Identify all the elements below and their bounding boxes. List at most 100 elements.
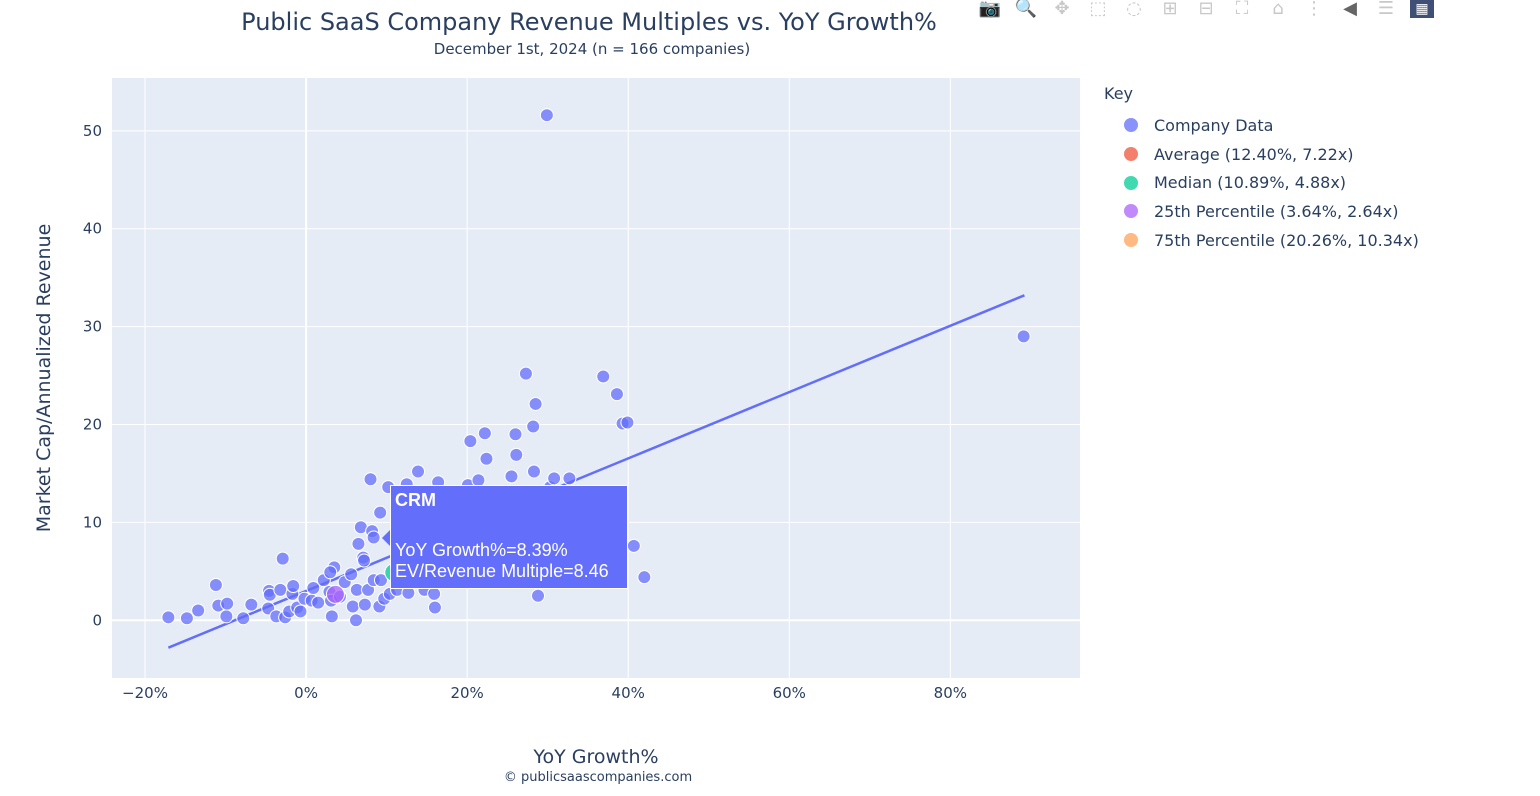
stat-point [325,584,345,604]
data-point [191,603,206,618]
spike-lines-icon[interactable]: ⋮ [1305,0,1323,19]
chart-title: Public SaaS Company Revenue Multiples vs… [241,8,937,36]
legend-label: 25th Percentile (3.64%, 2.64x) [1154,201,1399,221]
data-point [345,599,360,614]
legend-marker-icon [1124,204,1138,219]
data-point [526,419,541,434]
x-tick-label: 80% [934,684,967,702]
legend-item[interactable]: Median (10.89%, 4.88x) [1104,168,1419,197]
x-tick-label: 20% [450,684,483,702]
data-point [509,447,524,462]
legend-marker-icon [1124,118,1138,133]
data-point [518,366,533,381]
data-point [373,505,388,520]
y-tick-label: 10 [83,513,102,531]
data-point [349,613,364,628]
legend: Key Company Data Average (12.40%, 7.22x) M… [1104,84,1419,254]
data-point [637,570,652,585]
zoom-in-icon[interactable]: ⊞ [1162,0,1178,19]
data-point [273,582,288,597]
y-tick-label: 30 [83,318,102,336]
hover-tooltip: CRM YoY Growth%=8.39% EV/Revenue Multipl… [382,485,628,589]
zoom-icon[interactable]: 🔍 [1014,0,1038,19]
legend-label: Median (10.89%, 4.88x) [1154,173,1347,193]
legend-marker-icon [1124,175,1138,190]
data-point [244,597,259,612]
x-tick-label: −20% [122,684,168,702]
tooltip-growth: YoY Growth%=8.39% [395,540,568,560]
x-axis-label: YoY Growth% [533,746,659,768]
pan-icon[interactable]: ✥ [1054,0,1070,19]
data-point [344,567,359,582]
data-point [596,369,611,384]
data-point [411,464,426,479]
data-point [477,426,492,441]
x-tick-label: 40% [612,684,645,702]
data-point [526,464,541,479]
legend-marker-icon [1124,233,1138,248]
credit-text: © publicsaascompanies.com [503,770,693,785]
data-point [220,596,235,611]
y-tick-label: 20 [83,415,102,433]
data-point [286,578,301,593]
data-point [351,536,366,551]
data-point [479,451,494,466]
legend-label: Company Data [1154,115,1274,135]
data-point [366,530,381,545]
data-point [275,551,290,566]
data-point [357,597,372,612]
tooltip-multiple: EV/Revenue Multiple=8.46 [395,561,609,581]
data-point [626,538,641,553]
tooltip-ticker: CRM [395,490,436,510]
data-point [463,434,478,449]
zoom-out-icon[interactable]: ⊟ [1198,0,1214,19]
box-select-icon[interactable]: ⬚ [1089,0,1107,19]
x-tick-label: 0% [294,684,318,702]
modebar: 📷 🔍 ✥ ⬚ ◌ ⊞ ⊟ ⛶ ⌂ ⋮ ◀ ☰ ▦ [978,0,1446,20]
data-point [427,586,442,601]
data-point [427,600,442,615]
legend-item[interactable]: 75th Percentile (20.26%, 10.34x) [1104,226,1419,255]
x-tick-label: 60% [773,684,806,702]
data-point [1016,329,1031,344]
data-point [357,553,372,568]
camera-icon[interactable]: 📷 [978,0,1002,19]
y-tick-label: 40 [83,220,102,238]
chart-subtitle: December 1st, 2024 (n = 166 companies) [433,40,751,58]
data-point [508,427,523,442]
legend-label: 75th Percentile (20.26%, 10.34x) [1154,230,1419,250]
data-point [609,387,624,402]
legend-item[interactable]: Company Data [1104,111,1419,140]
y-axis-label: Market Cap/Annualized Revenue [33,223,55,533]
data-point [208,578,223,593]
hover-closest-icon[interactable]: ◀ [1343,0,1357,19]
legend-label: Average (12.40%, 7.22x) [1154,144,1354,164]
data-point [363,472,378,487]
legend-item[interactable]: Average (12.40%, 7.22x) [1104,140,1419,169]
data-point [236,611,251,626]
legend-item[interactable]: 25th Percentile (3.64%, 2.64x) [1104,197,1419,226]
hover-compare-icon[interactable]: ☰ [1377,0,1395,19]
data-point [161,610,176,625]
data-point [323,565,338,580]
data-point [311,595,326,610]
autoscale-icon[interactable]: ⛶ [1235,0,1249,19]
data-point [219,609,234,624]
legend-title: Key [1104,84,1134,103]
data-point [179,611,194,626]
y-tick-label: 0 [92,611,102,629]
data-point [620,415,635,430]
plotly-logo-icon[interactable]: ▦ [1410,0,1434,18]
y-tick-label: 50 [83,122,102,140]
data-point [293,604,308,619]
data-point [531,588,546,603]
lasso-icon[interactable]: ◌ [1126,0,1142,19]
data-point [547,471,562,486]
data-point [528,396,543,411]
reset-axes-icon[interactable]: ⌂ [1272,0,1284,19]
data-point [306,580,321,595]
data-point [539,108,554,123]
data-point [324,609,339,624]
data-point [373,573,388,588]
legend-marker-icon [1124,147,1138,162]
